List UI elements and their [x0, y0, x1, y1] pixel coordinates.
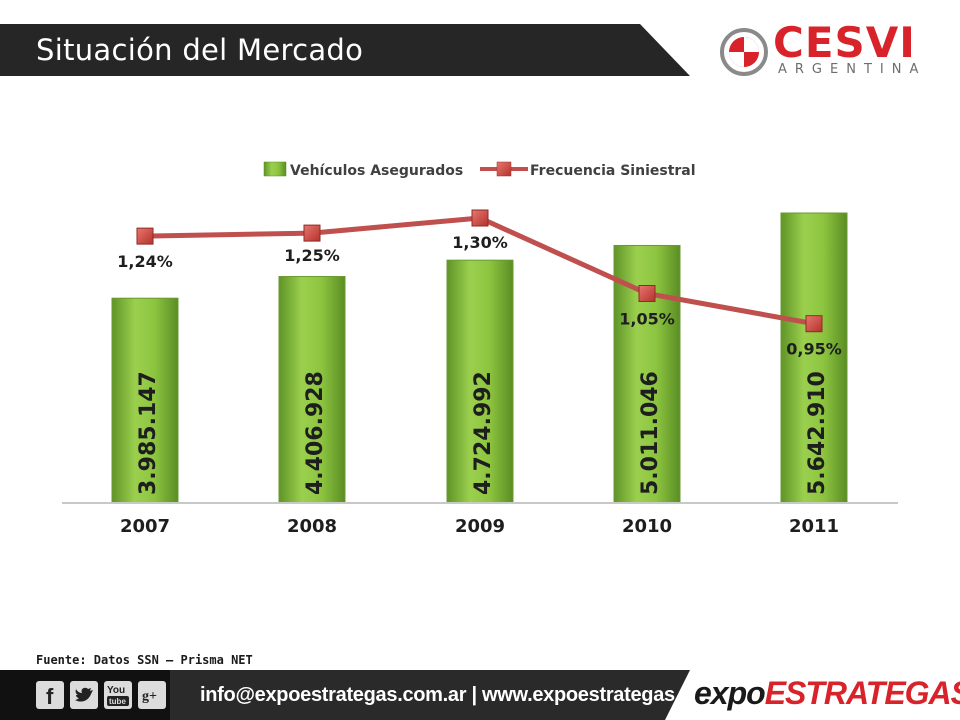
- logo-subtitle: ARGENTINA: [778, 62, 927, 77]
- google-plus-icon[interactable]: g+: [138, 681, 166, 709]
- svg-text:You: You: [107, 685, 125, 696]
- frecuencia-label-2010: 1,05%: [619, 310, 675, 329]
- frecuencia-label-2009: 1,30%: [452, 233, 508, 252]
- title-bar-background: [0, 24, 690, 76]
- logo-word: CESVI: [773, 18, 916, 67]
- frecuencia-marker-2011: [805, 315, 823, 333]
- bar-value-label-2009: 4.724.992: [471, 371, 496, 495]
- x-axis: 2007 2008 2009 2010 2011: [62, 502, 898, 537]
- page-title: Situación del Mercado: [36, 33, 364, 67]
- twitter-icon[interactable]: [70, 681, 98, 709]
- svg-text:g+: g+: [142, 689, 157, 704]
- expo-brand: expoESTRATEGAS: [694, 673, 960, 713]
- source-note: Fuente: Datos SSN – Prisma NET: [36, 653, 253, 667]
- expo-brand-a: expo: [694, 675, 766, 711]
- frecuencia-label-2007: 1,24%: [117, 252, 173, 271]
- frecuencia-marker-2007: [136, 227, 154, 245]
- bar-value-label-2010: 5.011.046: [638, 371, 663, 495]
- cesvi-emblem-icon: [720, 28, 768, 76]
- legend-label-frecuencia: Frecuencia Siniestral: [530, 163, 696, 179]
- legend-label-vehiculos: Vehículos Asegurados: [290, 163, 463, 179]
- x-tick-label-2007: 2007: [120, 516, 170, 537]
- frecuencia-label-2011: 0,95%: [786, 340, 842, 359]
- x-tick-label-2010: 2010: [622, 516, 672, 537]
- x-tick-label-2011: 2011: [789, 516, 839, 537]
- chart-legend: Vehículos Asegurados Frecuencia Siniestra…: [263, 161, 696, 179]
- frecuencia-marker-2009: [471, 209, 489, 227]
- cesvi-logo: CESVI ARGENTINA: [718, 22, 940, 80]
- x-tick-label-2008: 2008: [287, 516, 337, 537]
- expo-brand-b: ESTRATEGAS: [764, 675, 960, 711]
- frecuencia-marker-2008: [303, 224, 321, 242]
- frecuencia-marker-2010: [638, 285, 656, 302]
- x-tick-label-2009: 2009: [455, 516, 505, 537]
- bar-value-label-2008: 4.406.928: [303, 371, 328, 495]
- frecuencia-label-2008: 1,25%: [284, 246, 340, 265]
- youtube-icon[interactable]: You tube: [104, 681, 132, 709]
- legend-swatch-vehiculos: [263, 161, 287, 177]
- svg-text:tube: tube: [109, 697, 126, 706]
- bar-value-label-2011: 5.642.910: [805, 371, 830, 495]
- bar-value-label-2007: 3.985.147: [136, 371, 161, 495]
- title-bar: [0, 24, 690, 76]
- footer-bar: [0, 670, 960, 720]
- bar-2011: [780, 212, 848, 504]
- market-chart: Vehículos Asegurados Frecuencia Siniestra…: [62, 161, 898, 537]
- footer-background: [0, 670, 960, 720]
- facebook-icon[interactable]: f: [36, 681, 64, 709]
- line-series: 1,24% 1,25% 1,30% 1,05% 0,95%: [117, 209, 842, 359]
- bar-2007: [111, 297, 179, 504]
- legend-marker-frecuencia: [496, 161, 512, 177]
- svg-text:f: f: [46, 684, 54, 709]
- contact-info[interactable]: info@expoestrategas.com.ar | www.expoest…: [200, 684, 744, 706]
- bar-series: 3.985.147 4.406.928 4.724.992 5.011.046 5.64…: [111, 212, 848, 504]
